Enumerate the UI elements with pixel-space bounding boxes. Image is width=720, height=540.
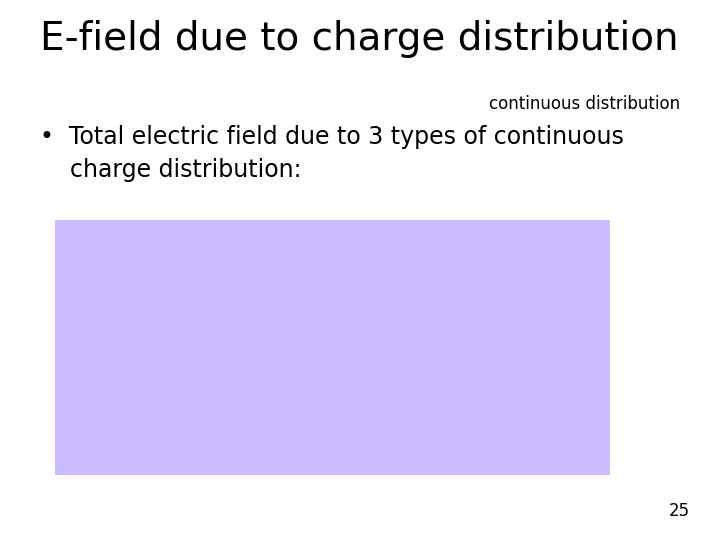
Text: •  Total electric field due to 3 types of continuous: • Total electric field due to 3 types of… bbox=[40, 125, 624, 149]
Bar bbox=[55, 220, 610, 475]
Text: continuous distribution: continuous distribution bbox=[489, 95, 680, 113]
Text: 25: 25 bbox=[669, 502, 690, 520]
Text: charge distribution:: charge distribution: bbox=[40, 158, 302, 182]
Text: E-field due to charge distribution: E-field due to charge distribution bbox=[40, 20, 678, 58]
